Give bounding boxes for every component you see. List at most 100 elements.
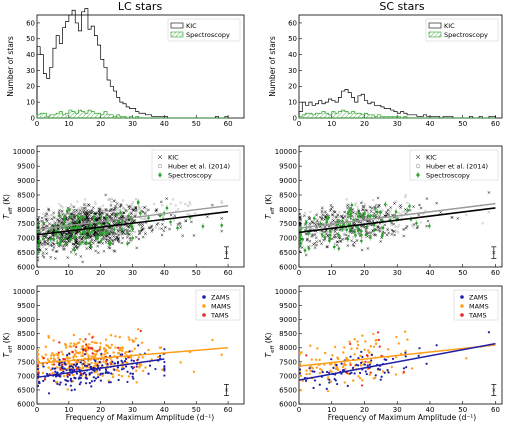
sc-teff-huber-point bbox=[386, 227, 390, 230]
lc-teff-typical-error-marker bbox=[224, 250, 229, 255]
lc-teff-spec-point bbox=[83, 230, 87, 233]
lc-teff-kic-point bbox=[109, 236, 112, 240]
lc-teff-fit-kic bbox=[36, 210, 229, 236]
lc-teff-kic-point bbox=[66, 256, 70, 259]
lc-teff-huber-point bbox=[82, 208, 85, 212]
sc-phase-mams-point bbox=[337, 357, 340, 361]
lc-phase-mams-point bbox=[49, 368, 53, 372]
sc-teff-kic-point bbox=[351, 226, 354, 230]
sc-hist-series-1 bbox=[298, 109, 496, 119]
sc-phase-mams-point bbox=[319, 367, 322, 371]
lc-phase-tams-point bbox=[37, 371, 40, 374]
sc-phase-ytick-label: 7500 bbox=[279, 358, 297, 366]
lc-teff-huber-point bbox=[63, 212, 67, 215]
lc-phase-zams-point bbox=[98, 360, 101, 364]
lc-teff-kic-point bbox=[75, 242, 79, 245]
sc-teff-kic-point bbox=[386, 228, 389, 232]
lc-teff-ytick-label: 8000 bbox=[17, 206, 35, 214]
lc-phase-mams-point bbox=[51, 371, 54, 375]
sc-phase-mams-point bbox=[355, 347, 359, 350]
lc-teff-huber-point bbox=[154, 226, 157, 229]
lc-teff-kic-point bbox=[45, 212, 49, 216]
lc-teff-spec-point bbox=[127, 214, 130, 218]
lc-teff-kic-point bbox=[118, 205, 122, 209]
sc-teff-spec-point bbox=[347, 210, 350, 214]
lc-phase-tams-point bbox=[110, 362, 113, 366]
lc-teff-huber-point bbox=[130, 203, 133, 206]
sc-teff-ylabel: Teff (K) bbox=[264, 194, 276, 219]
lc-teff-spec-point bbox=[169, 220, 172, 224]
lc-phase-zams-point bbox=[125, 365, 128, 368]
lc-phase-zams-point bbox=[98, 368, 101, 372]
sc-teff-kic-point bbox=[341, 216, 345, 220]
lc-phase-ytick-label: 10000 bbox=[13, 288, 35, 296]
lc-phase-tams-point bbox=[75, 367, 78, 371]
lc-teff-kic-point bbox=[58, 208, 61, 212]
lc-teff-spec-point bbox=[136, 201, 140, 205]
lc-teff-spec-point bbox=[78, 243, 82, 246]
lc-teff-kic-point bbox=[53, 221, 57, 225]
lc-phase-zams-point bbox=[63, 367, 66, 370]
lc-teff-kic-point bbox=[134, 209, 138, 212]
sc-teff-spec-point bbox=[299, 241, 302, 244]
lc-phase-mams-point bbox=[220, 353, 223, 356]
lc-phase-mams-point bbox=[80, 347, 83, 351]
sc-teff-kic-point bbox=[393, 202, 396, 205]
lc-phase-zams-point bbox=[99, 379, 103, 382]
lc-phase-mams-point bbox=[140, 341, 144, 344]
sc-hist-legend-label: Spectroscopy bbox=[444, 31, 488, 39]
sc-phase-zams-point bbox=[402, 367, 406, 370]
lc-teff-kic-point bbox=[108, 236, 112, 240]
sc-phase-tams-point bbox=[349, 342, 352, 346]
lc-teff-spec-point bbox=[131, 236, 134, 240]
sc-phase-mams-point bbox=[394, 355, 398, 359]
lc-phase-mams-point bbox=[37, 353, 40, 356]
sc-teff-spec-point bbox=[350, 203, 354, 207]
lc-phase-zams-point bbox=[122, 367, 125, 370]
lc-teff-kic-point bbox=[147, 226, 151, 230]
lc-hist-legend-swatch bbox=[170, 22, 184, 29]
sc-phase-zams-point bbox=[334, 379, 337, 382]
lc-teff-kic-point bbox=[44, 247, 48, 251]
lc-teff-spec-point bbox=[42, 221, 45, 225]
sc-teff-kic-point bbox=[383, 231, 387, 235]
lc-phase-mams-point bbox=[118, 348, 121, 352]
sc-teff-ytick-label: 7000 bbox=[279, 235, 297, 243]
lc-teff-kic-point bbox=[41, 254, 45, 257]
lc-teff-kic-point bbox=[192, 234, 196, 237]
lc-phase-zams-point bbox=[66, 353, 69, 357]
lc-teff-kic-point bbox=[66, 211, 69, 215]
lc-teff-huber-point bbox=[188, 201, 191, 204]
lc-phase-mams-point bbox=[91, 340, 94, 344]
lc-phase-zams-point bbox=[78, 368, 81, 371]
sc-teff-huber-point bbox=[372, 208, 376, 211]
lc-teff-huber-point bbox=[47, 244, 51, 248]
lc-phase-tams-point bbox=[139, 329, 142, 333]
lc-teff-kic-point bbox=[127, 218, 130, 222]
lc-teff-kic-point bbox=[96, 244, 100, 248]
sc-phase-mams-point bbox=[342, 364, 346, 367]
sc-teff-huber-point bbox=[309, 210, 312, 213]
sc-teff-legend-label: KIC bbox=[426, 153, 437, 161]
lc-teff-kic-point bbox=[125, 228, 129, 232]
sc-teff-huber-point bbox=[361, 200, 364, 203]
lc-teff-kic-point bbox=[181, 234, 185, 238]
lc-hist-legend-label: KIC bbox=[186, 22, 197, 30]
lc-phase-typical-error-marker bbox=[224, 388, 229, 392]
lc-teff-huber-point bbox=[141, 206, 144, 209]
sc-teff-huber-point bbox=[345, 198, 348, 201]
sc-teff-kic-point bbox=[324, 210, 327, 214]
sc-hist-ytick-label: 20 bbox=[288, 83, 297, 91]
lc-phase-ytick-label: 7500 bbox=[17, 358, 35, 366]
sc-phase-ytick-label: 8500 bbox=[279, 330, 297, 338]
sc-teff-huber-point bbox=[347, 231, 350, 234]
sc-phase-zams-point bbox=[391, 357, 395, 361]
sc-phase-ytick-label: 10000 bbox=[275, 288, 297, 296]
lc-teff-kic-point bbox=[89, 216, 93, 220]
sc-teff-kic-point bbox=[412, 223, 416, 226]
lc-teff-kic-point bbox=[70, 213, 74, 216]
lc-phase-zams-point bbox=[123, 360, 127, 363]
lc-teff-kic-point bbox=[141, 235, 145, 239]
lc-teff-kic-point bbox=[178, 221, 182, 225]
sc-phase-zams-point bbox=[487, 331, 491, 334]
